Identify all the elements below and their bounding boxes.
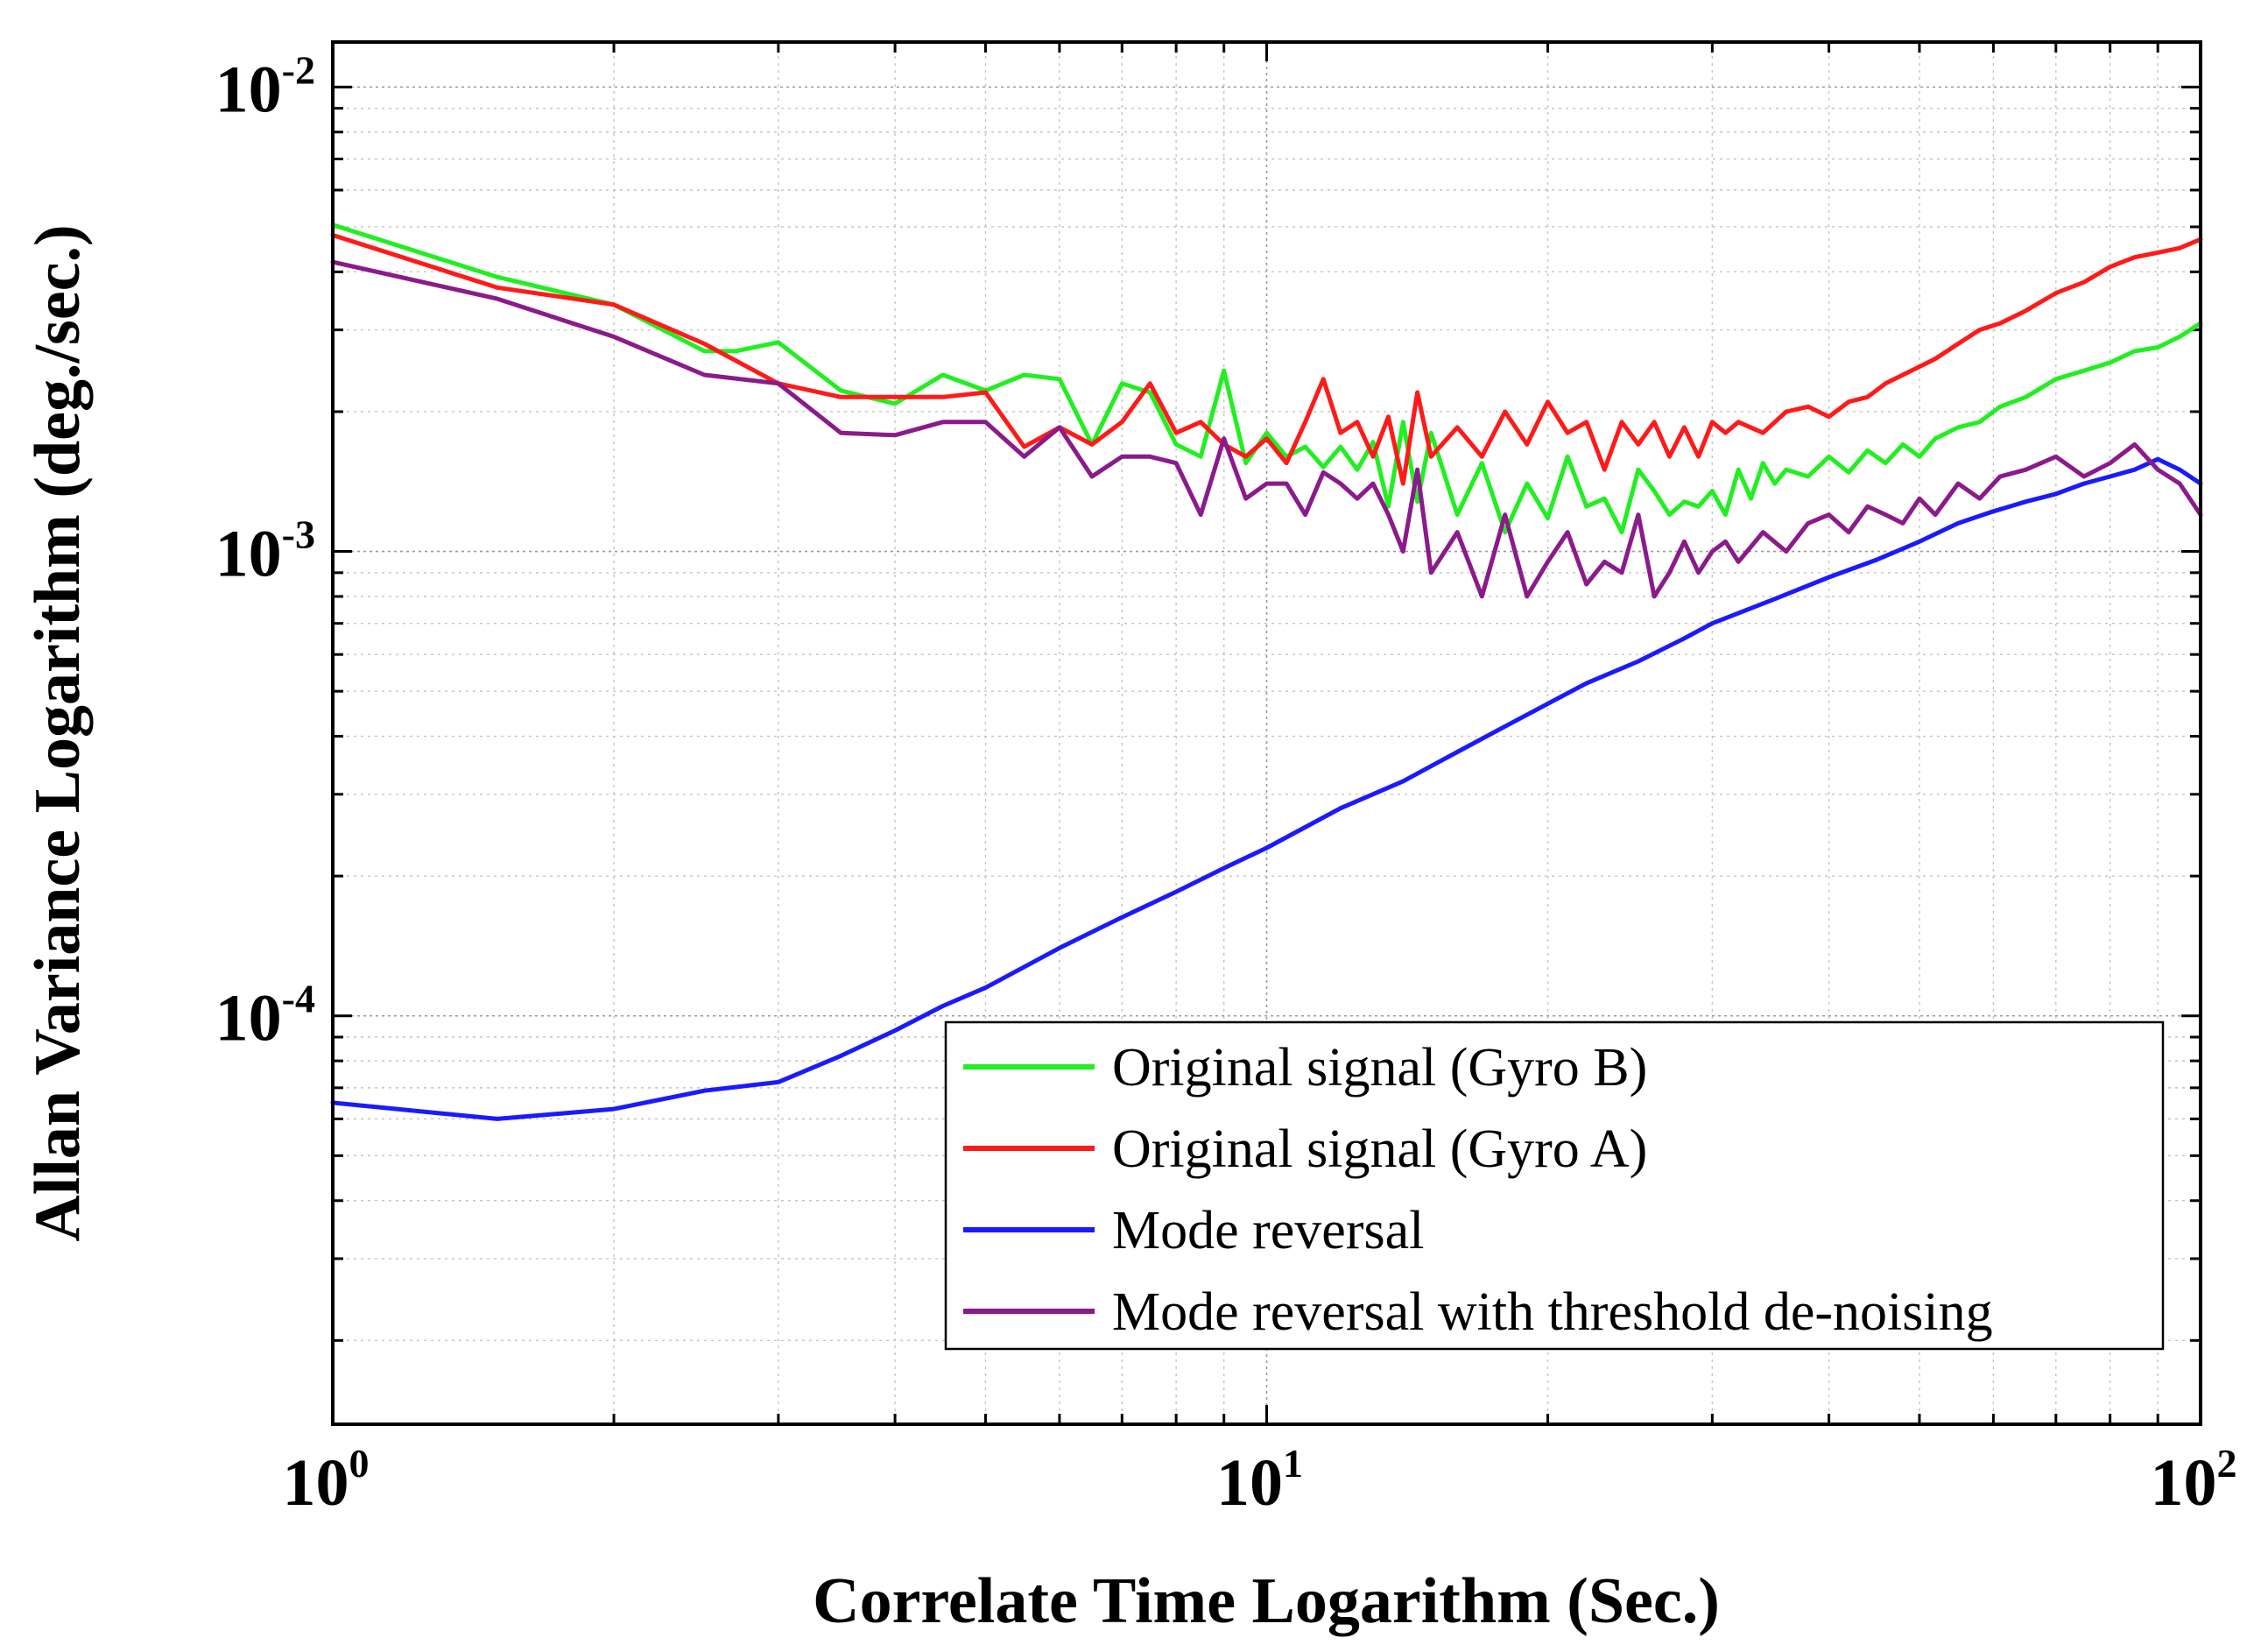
x-tick-labels: 100 101 102 — [283, 1441, 2237, 1520]
series-line-3 — [330, 456, 2203, 1121]
legend: Original signal (Gyro B) Original signal … — [944, 1020, 2165, 1351]
legend-label-2: Original signal (Gyro A) — [1112, 1119, 1647, 1179]
plot-frame — [331, 40, 2202, 1426]
x-tick-label: 100 — [283, 1441, 370, 1520]
series-lines — [330, 222, 2203, 1121]
legend-box — [944, 1020, 2165, 1351]
series-line-2 — [330, 232, 2203, 486]
series-line-4 — [330, 259, 2203, 599]
y-axis-title: Allan Variance Logarithm (deg./sec.) — [22, 224, 94, 1241]
y-tick-label: 10-2 — [215, 47, 315, 126]
series-line-1 — [330, 222, 2203, 535]
y-tick-label: 10-4 — [215, 977, 315, 1055]
y-tick-label: 10-3 — [215, 512, 315, 591]
x-tick-label: 101 — [1216, 1441, 1303, 1520]
x-axis-title: Correlate Time Logarithm (Sec.) — [813, 1565, 1720, 1637]
x-tick-label: 102 — [2151, 1441, 2237, 1520]
legend-label-1: Original signal (Gyro B) — [1112, 1038, 1647, 1098]
legend-label-3: Mode reversal — [1112, 1201, 1424, 1260]
legend-label-4: Mode reversal with threshold de-noising — [1112, 1282, 1993, 1342]
y-tick-labels: 10-4 10-3 10-2 — [215, 47, 315, 1055]
